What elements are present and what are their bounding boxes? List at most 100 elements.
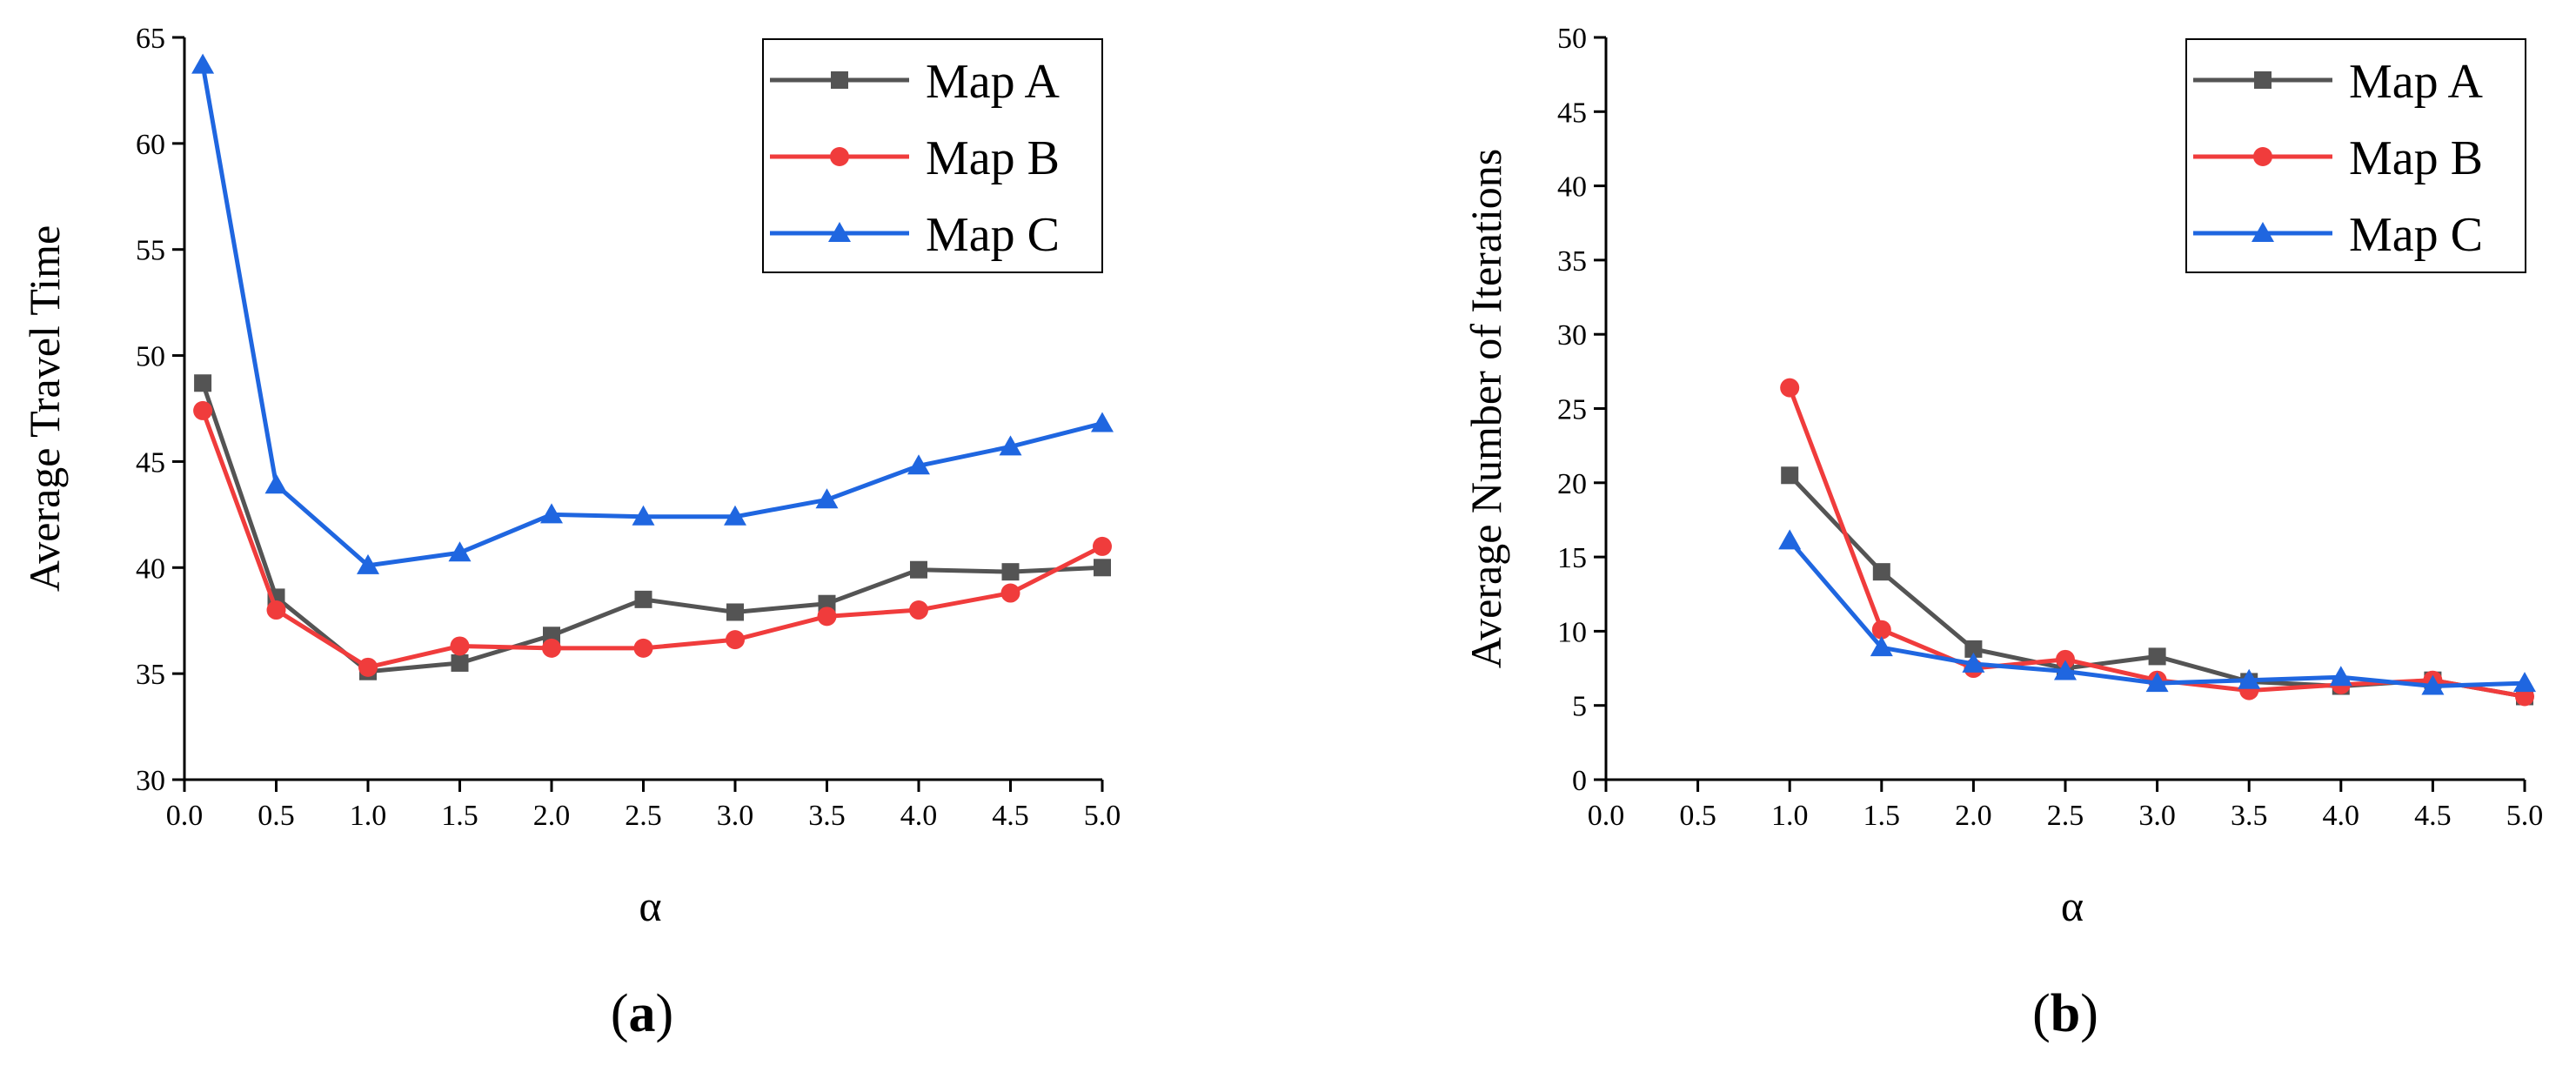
x-tick-label: 5.0 bbox=[1084, 800, 1121, 832]
data-point bbox=[193, 400, 213, 420]
data-point bbox=[2054, 660, 2077, 680]
x-tick-label: 1.0 bbox=[1771, 800, 1809, 832]
panel-caption: (a) bbox=[611, 984, 673, 1043]
legend-marker bbox=[2254, 71, 2272, 89]
x-tick-label: 3.0 bbox=[717, 800, 754, 832]
caption-letter: b bbox=[2051, 984, 2080, 1043]
legend-item-map-c: Map C bbox=[2193, 208, 2483, 262]
x-tick-label: 4.5 bbox=[2414, 800, 2452, 832]
x-tick-label: 4.0 bbox=[2323, 800, 2360, 832]
data-point bbox=[2329, 666, 2352, 687]
legend-marker bbox=[2251, 222, 2274, 242]
data-point bbox=[999, 435, 1022, 456]
y-tick-label: 45 bbox=[1557, 97, 1587, 129]
data-point bbox=[542, 638, 561, 658]
x-tick-label: 0.5 bbox=[1679, 800, 1716, 832]
y-tick-label: 50 bbox=[1557, 23, 1587, 55]
y-tick-label: 25 bbox=[1557, 394, 1587, 426]
legend: Map A Map B Map C bbox=[2185, 38, 2526, 273]
x-tick-label: 2.0 bbox=[533, 800, 571, 832]
y-tick-label: 30 bbox=[1557, 319, 1587, 352]
x-tick-label: 2.0 bbox=[1955, 800, 1992, 832]
x-tick-label: 4.0 bbox=[900, 800, 938, 832]
y-tick-label: 40 bbox=[1557, 171, 1587, 204]
legend-item-map-c: Map C bbox=[770, 208, 1060, 262]
data-point bbox=[1091, 412, 1114, 432]
caption-close-paren: ) bbox=[656, 984, 674, 1043]
x-tick-label: 0.0 bbox=[166, 800, 204, 832]
caption-open-paren: ( bbox=[611, 984, 629, 1043]
y-tick-label: 50 bbox=[136, 341, 165, 373]
legend-label: Map C bbox=[2349, 208, 2483, 262]
series-map-b bbox=[193, 400, 1112, 677]
data-point bbox=[358, 657, 378, 677]
legend-marker bbox=[828, 222, 851, 242]
y-tick-label: 0 bbox=[1572, 765, 1587, 797]
data-point bbox=[632, 505, 655, 526]
y-tick-label: 45 bbox=[136, 446, 165, 479]
legend-label: Map A bbox=[926, 55, 1061, 109]
series-map-a bbox=[194, 374, 1111, 680]
chart-panel-a: 0.0 0.5 1.0 1.5 2.0 2.5 3.0 3.5 4.0 4.5 5.0 30 35 40 4… bbox=[20, 23, 1121, 1043]
x-tick-label: 3.0 bbox=[2138, 800, 2176, 832]
y-tick-label: 40 bbox=[136, 553, 165, 585]
data-point bbox=[266, 600, 286, 620]
data-point bbox=[1870, 636, 1893, 657]
y-axis-title: Average Number of Iterations bbox=[1462, 149, 1510, 668]
legend-item-map-a: Map A bbox=[2193, 55, 2484, 109]
x-tick-label: 5.0 bbox=[2506, 800, 2544, 832]
data-point bbox=[633, 638, 653, 658]
legend-item-map-a: Map A bbox=[770, 55, 1061, 109]
data-point bbox=[817, 607, 837, 627]
x-tick-label: 0.5 bbox=[258, 800, 295, 832]
x-tick-label: 1.0 bbox=[350, 800, 387, 832]
data-point bbox=[2148, 647, 2166, 666]
y-tick-label: 55 bbox=[136, 235, 165, 267]
data-point bbox=[451, 653, 469, 672]
data-point bbox=[1780, 378, 1800, 398]
data-point bbox=[1094, 559, 1111, 577]
y-tick-label: 5 bbox=[1572, 691, 1587, 723]
y-tick-label: 65 bbox=[136, 23, 165, 55]
y-tick-label: 20 bbox=[1557, 468, 1587, 500]
data-point bbox=[1000, 583, 1020, 603]
panel-caption: (b) bbox=[2032, 984, 2098, 1043]
legend-label: Map A bbox=[2349, 55, 2484, 109]
data-point bbox=[1871, 620, 1891, 640]
data-point bbox=[907, 454, 930, 475]
x-tick-label: 0.0 bbox=[1588, 800, 1625, 832]
y-tick-label: 15 bbox=[1557, 542, 1587, 574]
series-line bbox=[200, 382, 1103, 674]
data-point bbox=[724, 505, 746, 526]
series-map-c bbox=[1778, 529, 2536, 695]
x-tick-label: 1.5 bbox=[1863, 800, 1901, 832]
data-point bbox=[2238, 668, 2261, 689]
legend-item-map-b: Map B bbox=[770, 131, 1060, 185]
data-point bbox=[1872, 563, 1890, 581]
y-tick-label: 60 bbox=[136, 129, 165, 161]
data-point bbox=[357, 553, 379, 574]
data-point bbox=[194, 374, 212, 392]
data-point bbox=[1001, 563, 1020, 581]
x-tick-label: 4.5 bbox=[992, 800, 1029, 832]
x-tick-label: 2.5 bbox=[625, 800, 662, 832]
data-point bbox=[815, 488, 839, 509]
data-point bbox=[910, 560, 927, 579]
series-map-a bbox=[1781, 466, 2533, 706]
chart-panel-b: 0.0 0.5 1.0 1.5 2.0 2.5 3.0 3.5 4.0 4.5 5.0 0 5 10 15 2… bbox=[1462, 23, 2543, 1043]
data-point bbox=[191, 53, 215, 74]
y-tick-label: 30 bbox=[136, 765, 165, 797]
x-tick-label: 3.5 bbox=[2231, 800, 2268, 832]
legend-marker bbox=[830, 147, 849, 166]
x-tick-label: 1.5 bbox=[441, 800, 478, 832]
data-point bbox=[264, 473, 288, 494]
legend-label: Map B bbox=[926, 131, 1060, 185]
y-tick-label: 35 bbox=[1557, 245, 1587, 278]
y-axis-title: Average Travel Time bbox=[20, 225, 69, 592]
series-map-c bbox=[191, 53, 1114, 574]
legend-label: Map C bbox=[926, 208, 1060, 262]
data-point bbox=[540, 503, 563, 524]
data-point bbox=[2056, 649, 2075, 669]
data-point bbox=[2421, 674, 2445, 695]
